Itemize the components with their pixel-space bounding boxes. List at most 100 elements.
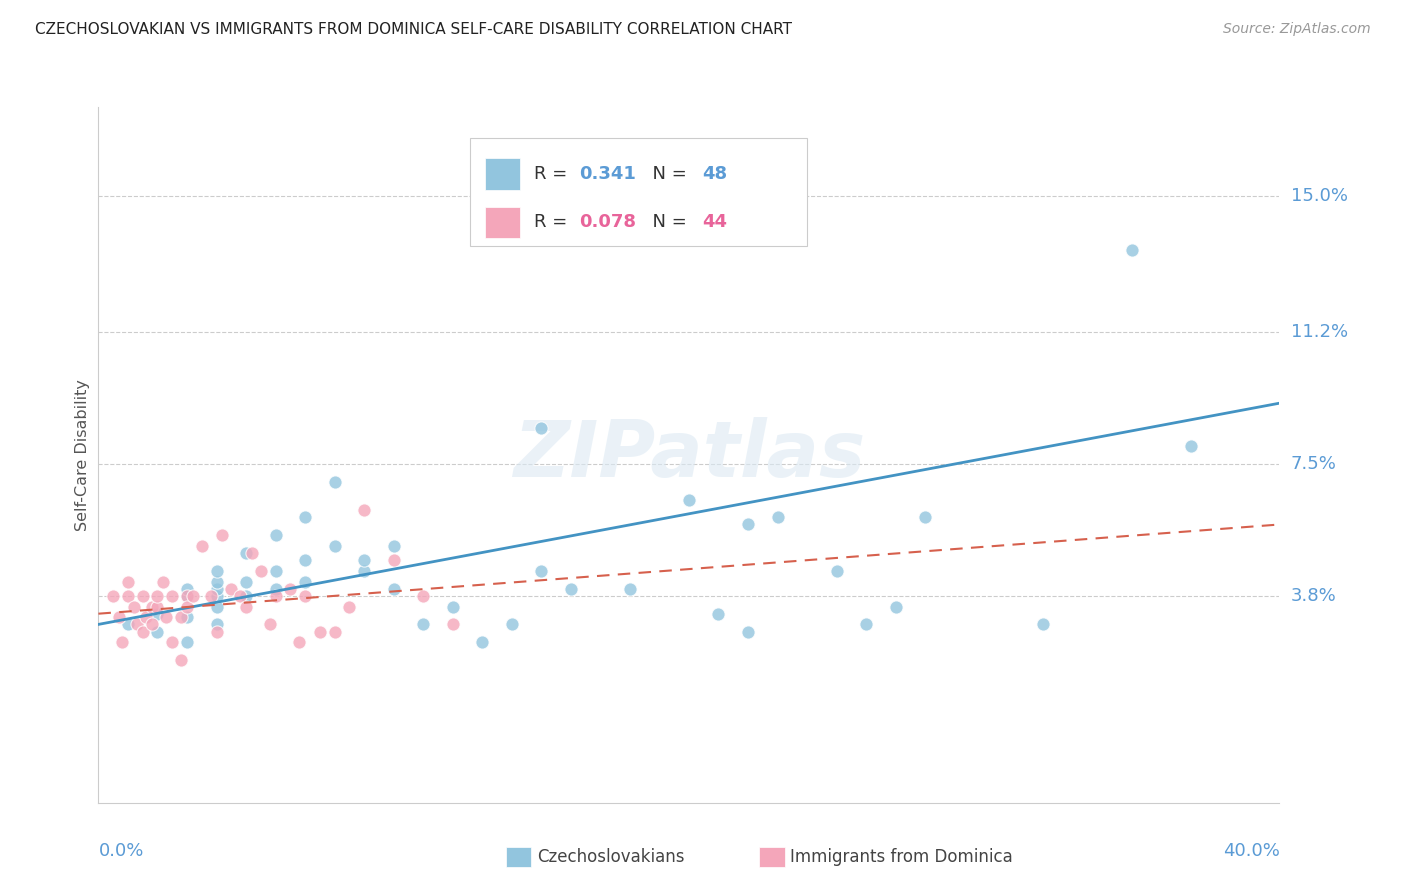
Text: R =: R = xyxy=(534,213,574,231)
Point xyxy=(170,610,193,624)
Point xyxy=(146,624,169,639)
Text: CZECHOSLOVAKIAN VS IMMIGRANTS FROM DOMINICA SELF-CARE DISABILITY CORRELATION CHA: CZECHOSLOVAKIAN VS IMMIGRANTS FROM DOMIN… xyxy=(35,22,792,37)
Point xyxy=(191,539,214,553)
Point xyxy=(294,574,316,589)
Point xyxy=(323,475,346,489)
Point xyxy=(205,574,228,589)
Point xyxy=(141,617,163,632)
Point xyxy=(211,528,233,542)
Point xyxy=(111,635,134,649)
Point xyxy=(205,624,228,639)
Point xyxy=(441,617,464,632)
Point xyxy=(264,528,287,542)
Point xyxy=(117,574,139,589)
Point xyxy=(737,624,759,639)
Point xyxy=(1032,617,1054,632)
Point xyxy=(294,510,316,524)
Point xyxy=(162,635,183,649)
Point xyxy=(1121,243,1143,257)
Point xyxy=(205,582,228,596)
Point xyxy=(146,599,169,614)
Point xyxy=(264,564,287,578)
Point xyxy=(235,589,257,603)
Text: 15.0%: 15.0% xyxy=(1291,187,1347,205)
Text: 11.2%: 11.2% xyxy=(1291,323,1348,341)
Text: 48: 48 xyxy=(702,165,727,183)
Point xyxy=(382,553,405,567)
Point xyxy=(176,589,198,603)
Text: 0.0%: 0.0% xyxy=(98,842,143,860)
Point xyxy=(122,599,145,614)
Point xyxy=(125,617,148,632)
Point xyxy=(229,589,252,603)
FancyBboxPatch shape xyxy=(471,138,807,246)
Point xyxy=(176,599,198,614)
Point xyxy=(176,635,198,649)
Point xyxy=(176,610,198,624)
Point xyxy=(146,607,169,621)
Point xyxy=(141,599,163,614)
Point xyxy=(678,492,700,507)
Text: Immigrants from Dominica: Immigrants from Dominica xyxy=(790,848,1012,866)
Text: ZIPatlas: ZIPatlas xyxy=(513,417,865,493)
Point xyxy=(412,617,434,632)
Point xyxy=(914,510,936,524)
Point xyxy=(132,624,155,639)
Point xyxy=(471,635,494,649)
Point xyxy=(530,421,553,435)
Point xyxy=(108,610,131,624)
Point xyxy=(259,617,281,632)
Point xyxy=(855,617,877,632)
Point xyxy=(278,582,302,596)
Text: 7.5%: 7.5% xyxy=(1291,455,1337,473)
Text: 0.078: 0.078 xyxy=(579,213,636,231)
Point xyxy=(205,617,228,632)
Point xyxy=(294,589,316,603)
FancyBboxPatch shape xyxy=(485,207,520,238)
Point xyxy=(309,624,332,639)
Point xyxy=(235,574,257,589)
Text: Czechoslovakians: Czechoslovakians xyxy=(537,848,685,866)
Point xyxy=(152,574,174,589)
Point xyxy=(103,589,125,603)
Point xyxy=(619,582,641,596)
Point xyxy=(235,546,257,560)
Point xyxy=(288,635,311,649)
Point xyxy=(560,582,582,596)
Text: 44: 44 xyxy=(702,213,727,231)
Point xyxy=(294,553,316,567)
Point xyxy=(1180,439,1202,453)
Point xyxy=(117,617,139,632)
Point xyxy=(162,589,183,603)
Point xyxy=(117,589,139,603)
Point xyxy=(155,610,177,624)
FancyBboxPatch shape xyxy=(485,158,520,190)
Point xyxy=(766,510,789,524)
Point xyxy=(530,564,553,578)
Point xyxy=(884,599,907,614)
Point xyxy=(264,582,287,596)
Point xyxy=(176,582,198,596)
Point xyxy=(323,624,346,639)
Point xyxy=(707,607,730,621)
Point xyxy=(353,553,375,567)
Point xyxy=(353,503,375,517)
Y-axis label: Self-Care Disability: Self-Care Disability xyxy=(75,379,90,531)
Point xyxy=(264,589,287,603)
Text: Source: ZipAtlas.com: Source: ZipAtlas.com xyxy=(1223,22,1371,37)
Point xyxy=(337,599,360,614)
Text: N =: N = xyxy=(641,165,692,183)
Point xyxy=(353,564,375,578)
Point xyxy=(250,564,273,578)
Text: N =: N = xyxy=(641,213,692,231)
Point xyxy=(176,589,198,603)
Point xyxy=(170,653,193,667)
Point xyxy=(219,582,242,596)
Point xyxy=(501,617,523,632)
Text: 40.0%: 40.0% xyxy=(1223,842,1279,860)
Point xyxy=(235,599,257,614)
Point xyxy=(441,599,464,614)
Point xyxy=(146,589,169,603)
Point xyxy=(412,589,434,603)
Point xyxy=(181,589,204,603)
